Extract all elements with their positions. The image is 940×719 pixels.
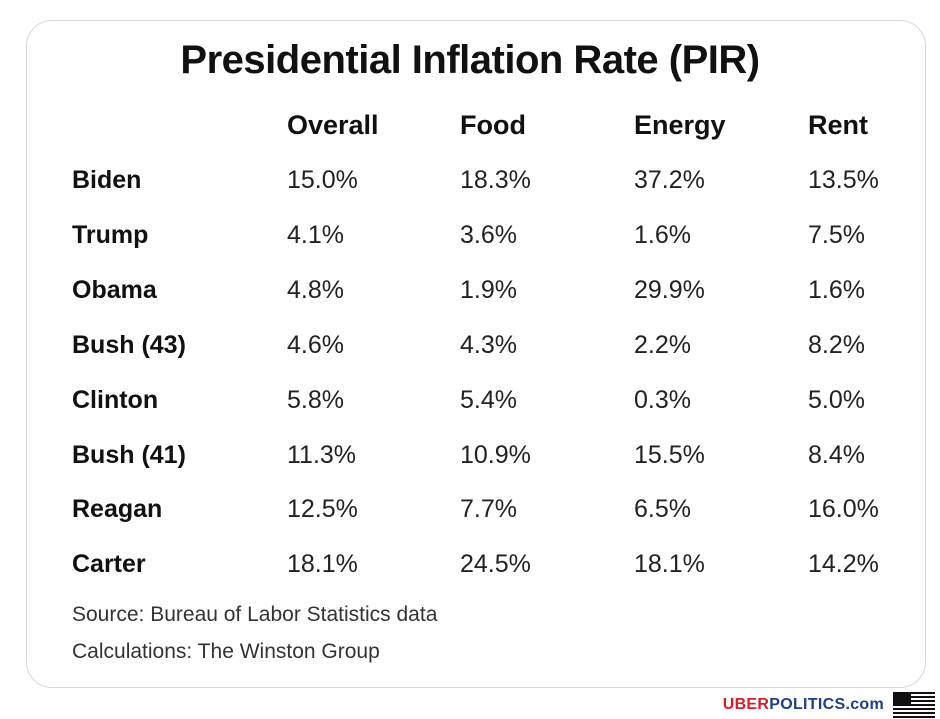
table-cell: 15.5% [634, 441, 705, 469]
table-cell: 29.9% [634, 276, 705, 304]
table-cell: 4.1% [287, 221, 344, 249]
row-label: Reagan [72, 495, 163, 523]
column-header: Rent [808, 110, 868, 140]
table-cell: 4.3% [460, 331, 517, 359]
brand-uber: UBER [722, 696, 770, 713]
table-cell: 16.0% [808, 495, 879, 523]
uberpolitics-logo[interactable]: UBERPOLITICS.com [723, 696, 884, 714]
table-cell: 8.4% [808, 441, 865, 469]
table-cell: 5.4% [460, 386, 517, 414]
table-cell: 13.5% [808, 166, 879, 194]
table-cell: 3.6% [460, 221, 517, 249]
table-cell: 4.8% [287, 276, 344, 304]
table-cell: 11.3% [287, 441, 357, 469]
table-cell: 18.1% [634, 550, 705, 578]
table-cell: 5.0% [808, 386, 865, 414]
table-cell: 4.6% [287, 331, 344, 359]
table-cell: 8.2% [808, 331, 865, 359]
table-cell: 1.6% [808, 276, 865, 304]
row-label: Bush (43) [72, 331, 186, 359]
row-label: Biden [72, 166, 142, 194]
row-label: Trump [72, 221, 149, 249]
table-cell: 7.7% [460, 495, 517, 523]
table-cell: 10.9% [460, 441, 531, 469]
table-cell: 37.2% [634, 166, 705, 194]
row-label: Obama [72, 276, 157, 304]
row-label: Carter [72, 550, 146, 578]
column-header: Overall [287, 110, 379, 140]
column-header: Energy [634, 110, 726, 140]
column-header: Food [460, 110, 526, 140]
row-label: Bush (41) [72, 441, 186, 469]
table-cell: 1.6% [634, 221, 691, 249]
table-cell: 0.3% [634, 386, 691, 414]
brand-politics: POLITICS.com [769, 696, 884, 713]
row-label: Clinton [72, 386, 159, 414]
table-cell: 18.1% [287, 550, 358, 578]
table-cell: 18.3% [460, 166, 531, 194]
table-cell: 14.2% [808, 550, 879, 578]
table-cell: 5.8% [287, 386, 344, 414]
table-cell: 2.2% [634, 331, 691, 359]
calculations-note: Calculations: The Winston Group [72, 640, 380, 663]
source-note: Source: Bureau of Labor Statistics data [72, 603, 438, 626]
table-cell: 12.5% [287, 495, 358, 523]
chart-title: Presidential Inflation Rate (PIR) [180, 38, 760, 82]
table-cell: 6.5% [634, 495, 691, 523]
table-cell: 1.9% [460, 276, 517, 304]
us-flag-icon [893, 692, 935, 718]
table-cell: 15.0% [287, 166, 358, 194]
table-card [26, 20, 926, 688]
table-cell: 24.5% [460, 550, 531, 578]
table-cell: 7.5% [808, 221, 865, 249]
